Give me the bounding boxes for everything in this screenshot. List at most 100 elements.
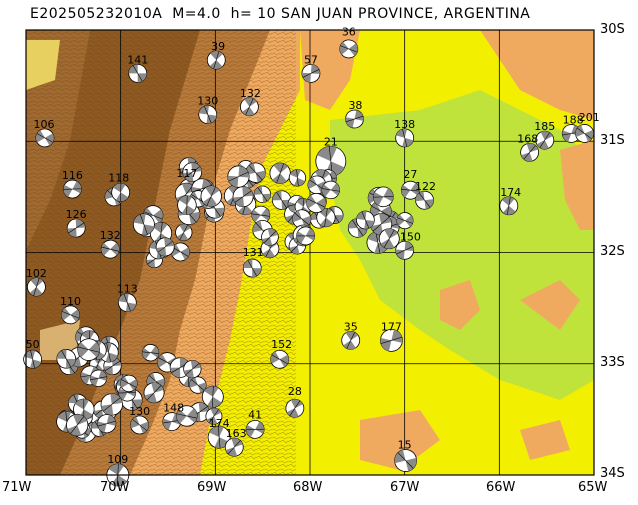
- event-label: 113: [117, 283, 138, 296]
- event-label: 122: [415, 180, 436, 193]
- focal-mechanism-beachball: [321, 180, 340, 200]
- focal-mechanism-beachball: [269, 162, 291, 184]
- focal-mechanism-beachball: [200, 185, 222, 207]
- event-label: 116: [62, 169, 83, 182]
- event-label: 131: [243, 246, 264, 259]
- focal-mechanism-beachball: [141, 344, 160, 362]
- focal-mechanism-beachball: [155, 237, 175, 257]
- focal-mechanism-beachball: [89, 369, 108, 387]
- event-label: 57: [304, 53, 318, 66]
- focal-mechanism-beachball: [345, 109, 364, 129]
- focal-mechanism-beachball: [97, 414, 117, 434]
- map-title: E202505232010A M=4.0 h= 10 SAN JUAN PROV…: [30, 6, 531, 22]
- focal-mechanism-beachball: [176, 405, 198, 427]
- focal-mechanism-beachball: [251, 205, 271, 225]
- lat-tick-31s: 31S: [600, 133, 625, 148]
- event-label: 141: [127, 53, 148, 66]
- focal-mechanism-beachball: [132, 213, 155, 236]
- event-label: 109: [107, 453, 128, 466]
- event-label: 27: [403, 168, 417, 181]
- event-label: 138: [394, 118, 415, 131]
- focal-mechanism-beachball: [341, 330, 361, 350]
- event-label: 106: [33, 118, 54, 131]
- event-label: 130: [197, 95, 218, 108]
- focal-mechanism-beachball: [198, 105, 218, 124]
- lon-tick-71w: 71W: [2, 480, 32, 495]
- focal-mechanism-beachball: [62, 179, 82, 199]
- event-label: 41: [248, 408, 262, 421]
- focal-mechanism-beachball: [66, 413, 89, 437]
- focal-mechanism-beachball: [285, 398, 305, 418]
- focal-mechanism-beachball: [270, 349, 290, 369]
- focal-mechanism-beachball: [177, 195, 197, 215]
- event-label: 21: [324, 136, 338, 149]
- event-label: 185: [534, 120, 555, 133]
- focal-mechanism-beachball: [373, 186, 394, 208]
- event-label: 152: [271, 338, 292, 351]
- event-label: 38: [348, 99, 362, 112]
- focal-mechanism-beachball: [23, 349, 43, 369]
- focal-mechanism-beachball: [395, 128, 415, 148]
- map-frame: [25, 29, 595, 476]
- focal-mechanism-beachball: [396, 212, 414, 230]
- lon-tick-65w: 65W: [578, 480, 608, 495]
- focal-mechanism-beachball: [56, 349, 77, 369]
- focal-mechanism-beachball: [395, 240, 415, 260]
- event-label: 130: [129, 405, 150, 418]
- focal-mechanism-beachball: [253, 185, 272, 203]
- event-label: 15: [398, 438, 412, 451]
- focal-mechanism-beachball: [240, 97, 259, 117]
- focal-mechanism-beachball: [182, 162, 203, 182]
- focal-mechanism-beachball: [415, 190, 434, 210]
- lat-tick-30s: 30S: [600, 22, 625, 37]
- lon-tick-68w: 68W: [293, 480, 323, 495]
- lon-tick-70w: 70W: [100, 480, 130, 495]
- event-label: 150: [400, 230, 421, 243]
- focal-mechanism-beachball: [175, 223, 193, 242]
- event-label: 163: [226, 427, 247, 440]
- event-label: 132: [100, 229, 121, 242]
- event-label: 174: [209, 417, 230, 430]
- event-label: 110: [60, 295, 81, 308]
- focal-mechanism-beachball: [261, 228, 279, 246]
- focal-mechanism-beachball: [242, 258, 262, 278]
- focal-mechanism-beachball: [66, 218, 86, 238]
- focal-mechanism-beachball: [296, 226, 316, 246]
- focal-mechanism-beachball: [61, 305, 80, 325]
- lon-tick-67w: 67W: [390, 480, 420, 495]
- event-label: 168: [517, 132, 538, 145]
- event-label: 39: [211, 40, 225, 53]
- focal-mechanism-beachball: [301, 63, 321, 83]
- event-label: 132: [240, 87, 261, 100]
- focal-mechanism-beachball: [339, 39, 359, 59]
- focal-mechanism-beachball: [378, 228, 400, 250]
- focal-mechanism-beachball: [206, 50, 226, 70]
- focal-mechanism-beachball: [100, 239, 120, 259]
- focal-mechanism-beachball: [224, 437, 244, 457]
- event-label: 177: [381, 320, 402, 333]
- focal-mechanism-beachball: [143, 382, 165, 404]
- event-label: 36: [342, 26, 356, 39]
- focal-mechanism-beachball: [232, 186, 254, 208]
- event-label: 174: [500, 186, 521, 199]
- focal-mechanism-beachball: [130, 415, 150, 435]
- focal-mechanism-beachball: [356, 210, 375, 230]
- lat-tick-32s: 32S: [600, 244, 625, 259]
- event-label: 148: [163, 402, 184, 415]
- focal-mechanism-beachball: [117, 293, 137, 312]
- event-label: 188: [563, 113, 584, 126]
- focal-mechanism-beachball: [520, 142, 540, 162]
- focal-mechanism-beachball: [306, 193, 327, 214]
- focal-mechanism-beachball: [35, 128, 55, 148]
- event-label: 35: [344, 320, 358, 333]
- focal-mechanism-beachball: [535, 130, 555, 150]
- focal-mechanism-beachball: [288, 169, 307, 187]
- event-label: 201: [579, 111, 600, 124]
- focal-mechanism-beachball: [189, 376, 207, 394]
- lon-tick-66w: 66W: [486, 480, 516, 495]
- focal-mechanism-beachball: [315, 145, 347, 177]
- focal-mechanism-beachball: [205, 407, 223, 425]
- event-label: 50: [26, 338, 40, 351]
